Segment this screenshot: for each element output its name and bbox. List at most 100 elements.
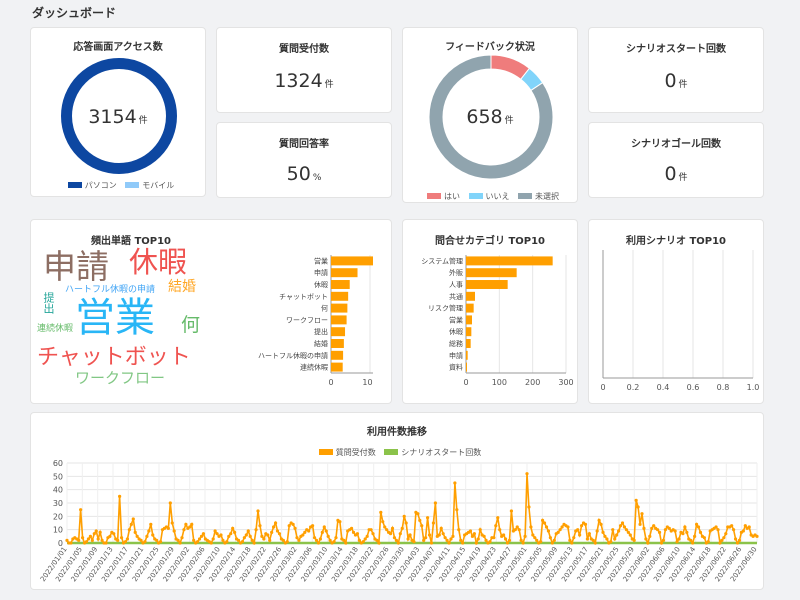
category-label: 総務 bbox=[449, 339, 463, 348]
data-point bbox=[342, 538, 346, 542]
x-tick-label: 0.4 bbox=[657, 383, 670, 392]
data-point bbox=[593, 541, 597, 545]
data-point bbox=[388, 532, 393, 536]
data-point bbox=[158, 540, 163, 544]
data-point bbox=[125, 537, 130, 541]
data-point bbox=[492, 536, 496, 540]
data-point bbox=[706, 540, 710, 544]
data-point bbox=[733, 537, 738, 541]
data-point bbox=[560, 525, 564, 529]
data-point bbox=[195, 540, 200, 544]
data-point bbox=[86, 537, 91, 541]
data-point bbox=[151, 533, 155, 537]
data-point bbox=[88, 534, 92, 538]
data-point bbox=[351, 530, 356, 534]
cloud-word: ハートフル休暇の申請 bbox=[65, 285, 156, 295]
data-point bbox=[675, 540, 679, 544]
bar bbox=[331, 280, 350, 289]
bar bbox=[466, 362, 467, 372]
data-point bbox=[176, 538, 180, 542]
data-point bbox=[747, 525, 751, 529]
y-tick-label: 0 bbox=[58, 539, 63, 548]
category-label: 営業 bbox=[449, 315, 463, 324]
data-point bbox=[295, 536, 299, 540]
data-point bbox=[535, 538, 539, 542]
data-point bbox=[297, 538, 301, 542]
data-point bbox=[427, 533, 432, 537]
data-point bbox=[412, 540, 416, 544]
used-scenarios-card: 利用シナリオ TOP10 0 0.2 0.4 0.6 0.8 1.0 bbox=[588, 219, 764, 404]
frequent-words-card: 頻出単語 TOP10 申請 休暇 結婚 ハートフル休暇の申請 営業 何 提出 連… bbox=[30, 219, 392, 404]
data-point bbox=[650, 526, 654, 530]
data-point bbox=[640, 512, 644, 516]
data-point bbox=[369, 528, 373, 532]
category-label: システム管理 bbox=[421, 256, 463, 265]
data-point bbox=[112, 532, 116, 536]
category-label: 連続休暇 bbox=[300, 363, 328, 372]
kpi-value: 50% bbox=[286, 163, 322, 185]
data-point bbox=[461, 541, 465, 545]
data-point bbox=[385, 528, 389, 532]
legend-swatch-yes bbox=[426, 193, 441, 199]
data-point bbox=[402, 514, 406, 518]
cloud-word: 提出 bbox=[42, 292, 55, 314]
bar bbox=[466, 291, 475, 301]
x-tick-label: 0.2 bbox=[627, 383, 640, 392]
questions-received-card: 質問受付数 1324 件 bbox=[216, 27, 392, 113]
data-point bbox=[634, 498, 638, 502]
data-point bbox=[445, 538, 449, 542]
data-point bbox=[539, 540, 543, 544]
data-point bbox=[691, 541, 695, 545]
data-point bbox=[642, 526, 646, 530]
data-point bbox=[502, 533, 506, 537]
data-point bbox=[96, 537, 100, 541]
data-point bbox=[433, 501, 437, 505]
data-point bbox=[168, 501, 172, 505]
data-point bbox=[542, 521, 547, 525]
data-point bbox=[119, 536, 124, 540]
data-point bbox=[449, 537, 453, 541]
x-tick-label: 200 bbox=[525, 378, 540, 387]
data-point bbox=[90, 538, 94, 542]
data-point bbox=[324, 529, 328, 533]
data-point bbox=[398, 532, 402, 536]
data-point bbox=[135, 534, 139, 538]
data-point bbox=[540, 518, 545, 522]
data-point bbox=[182, 528, 186, 532]
data-point bbox=[667, 526, 671, 530]
data-point bbox=[79, 508, 83, 512]
data-point bbox=[572, 536, 576, 540]
data-point bbox=[548, 536, 552, 540]
data-point bbox=[69, 541, 73, 545]
bar bbox=[331, 315, 347, 325]
legend-swatch-scenario-start bbox=[384, 449, 399, 455]
data-point bbox=[131, 517, 135, 521]
category-label: 申請 bbox=[449, 351, 463, 360]
x-tick-label: 100 bbox=[492, 378, 507, 387]
category-label: 提出 bbox=[314, 327, 328, 336]
card-title: 利用件数推移 bbox=[367, 427, 427, 438]
x-tick-label: 0 bbox=[463, 378, 468, 387]
feedback-donut-chart bbox=[428, 54, 554, 180]
data-point bbox=[383, 525, 387, 529]
category-label: 申請 bbox=[314, 268, 328, 277]
data-point bbox=[730, 524, 734, 528]
data-point bbox=[408, 533, 412, 537]
data-point bbox=[663, 528, 667, 532]
y-tick-label: 60 bbox=[53, 459, 63, 468]
cloud-word: 申請 bbox=[43, 247, 109, 286]
data-point bbox=[620, 521, 625, 525]
legend-label: シナリオスタート回数 bbox=[401, 448, 482, 457]
data-point bbox=[515, 525, 519, 529]
data-point bbox=[365, 534, 369, 538]
data-point bbox=[505, 541, 510, 545]
data-point bbox=[314, 538, 319, 542]
data-point bbox=[377, 541, 381, 545]
data-point bbox=[533, 536, 537, 540]
data-point bbox=[498, 528, 502, 532]
data-point bbox=[628, 533, 632, 537]
x-tick-label: 1.0 bbox=[747, 383, 760, 392]
trend-legend: 質問受付数 シナリオスタート回数 bbox=[31, 447, 763, 458]
data-point bbox=[494, 524, 498, 528]
